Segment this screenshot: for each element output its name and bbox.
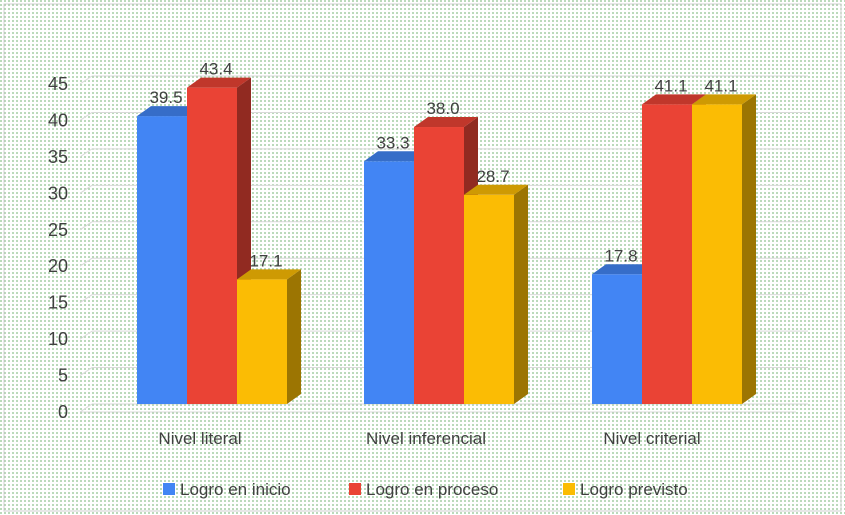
- bar: [237, 269, 301, 404]
- data-label: 41.1: [654, 76, 687, 95]
- bar-front: [464, 194, 514, 404]
- data-label: 38.0: [426, 99, 459, 118]
- bar-front: [137, 116, 187, 404]
- gridline-depth: [79, 403, 93, 413]
- data-labels: 39.5 33.3 17.8 43.4 38.0 41.1 17.1 28.7 41.1: [149, 60, 737, 271]
- y-tick-label: 15: [48, 293, 68, 313]
- y-tick-label: 30: [48, 183, 68, 203]
- y-tick-label: 40: [48, 110, 68, 130]
- bar-top: [414, 117, 478, 128]
- bar-side: [287, 269, 301, 404]
- bar: [187, 77, 251, 404]
- y-axis: 0 5 10 15 20 25 30 35 40 45: [48, 74, 68, 422]
- gridline-depth: [79, 330, 93, 340]
- bar-top: [187, 77, 251, 88]
- data-label: 28.7: [476, 167, 509, 186]
- gridline-depth: [79, 75, 93, 85]
- legend-item: Logro en proceso: [349, 480, 498, 499]
- bar: [692, 94, 756, 404]
- y-tick-label: 10: [48, 329, 68, 349]
- data-label: 43.4: [199, 60, 232, 79]
- category-label: Nivel criterial: [603, 429, 700, 448]
- bar-front: [237, 279, 287, 404]
- legend: Logro en inicio Logro en proceso Logro pre…: [163, 480, 688, 499]
- bar-top: [642, 94, 706, 105]
- bar-front: [642, 104, 692, 404]
- bar-front: [364, 161, 414, 404]
- y-tick-label: 45: [48, 74, 68, 94]
- bar-front: [592, 274, 642, 404]
- legend-swatch: [563, 483, 575, 495]
- legend-swatch: [163, 483, 175, 495]
- gridline-depth: [79, 257, 93, 267]
- data-label: 33.3: [376, 133, 409, 152]
- category-label: Nivel literal: [158, 429, 241, 448]
- bar-top: [464, 184, 528, 195]
- data-label: 39.5: [149, 88, 182, 107]
- gridline-depth: [79, 221, 93, 231]
- chart-border: [3, 3, 842, 512]
- bars: [137, 77, 756, 405]
- y-tick-label: 20: [48, 256, 68, 276]
- bar-top: [237, 269, 301, 280]
- bar-top: [137, 106, 201, 117]
- gridline-depth: [79, 367, 93, 376]
- bar-front: [692, 104, 742, 404]
- gridline-depth: [79, 112, 93, 121]
- data-label: 41.1: [704, 76, 737, 95]
- x-axis: Nivel literal Nivel inferencial Nivel crit…: [158, 429, 700, 448]
- y-tick-label: 0: [58, 402, 68, 422]
- bar-top: [592, 264, 656, 275]
- legend-item: Logro en inicio: [163, 480, 291, 499]
- legend-label: Logro en proceso: [366, 480, 498, 499]
- data-label: 17.8: [604, 246, 637, 265]
- bar-side: [742, 94, 756, 404]
- gridline-depth: [79, 184, 93, 194]
- bar-side: [514, 184, 528, 404]
- y-tick-label: 35: [48, 147, 68, 167]
- y-tick-label: 5: [58, 366, 68, 386]
- data-label: 17.1: [249, 251, 282, 270]
- bar-top: [692, 94, 756, 105]
- bar-top: [364, 151, 428, 162]
- bar: [464, 184, 528, 404]
- legend-label: Logro en inicio: [180, 480, 291, 499]
- legend-label: Logro previsto: [580, 480, 688, 499]
- gridline-depth: [79, 148, 93, 158]
- bar-front: [414, 127, 464, 405]
- legend-item: Logro previsto: [563, 480, 688, 499]
- bar-front: [187, 87, 237, 404]
- gridline-depth: [79, 294, 93, 304]
- legend-swatch: [349, 483, 361, 495]
- category-label: Nivel inferencial: [366, 429, 486, 448]
- y-tick-label: 25: [48, 220, 68, 240]
